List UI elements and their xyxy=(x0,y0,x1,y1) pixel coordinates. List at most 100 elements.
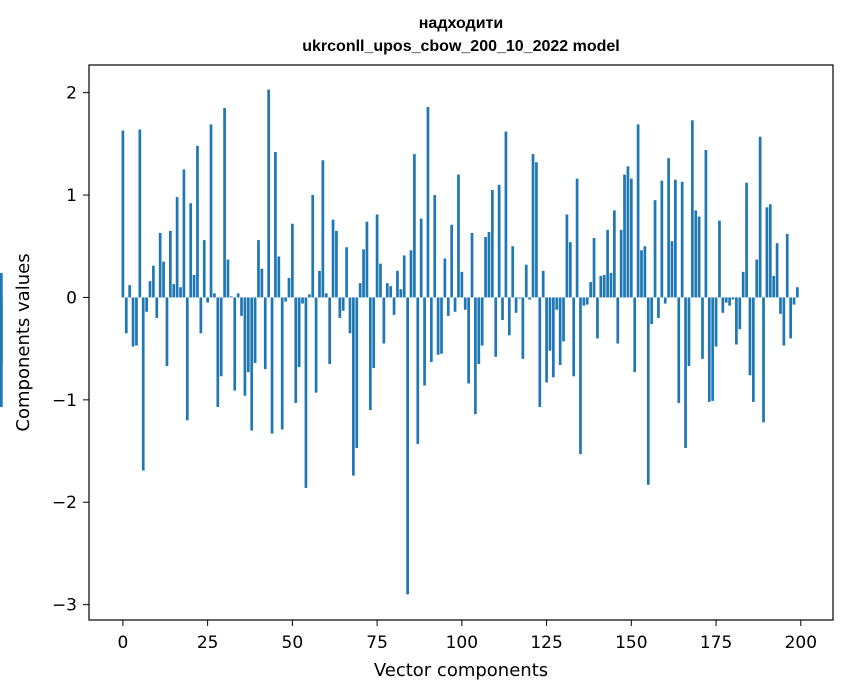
bar xyxy=(721,297,725,313)
bar xyxy=(467,297,470,384)
bar xyxy=(443,258,447,298)
bar xyxy=(260,268,264,298)
bar xyxy=(667,158,670,298)
bar xyxy=(782,297,786,346)
bar xyxy=(230,296,233,298)
bar xyxy=(514,297,518,313)
bar xyxy=(541,270,545,298)
bar xyxy=(287,277,291,298)
bar xyxy=(124,297,128,334)
bar xyxy=(755,259,759,298)
bar xyxy=(528,297,531,300)
bar xyxy=(684,297,687,448)
bar xyxy=(301,297,304,304)
bar xyxy=(446,297,450,316)
bar xyxy=(267,89,270,298)
bar xyxy=(341,297,345,311)
bar xyxy=(419,218,423,298)
bar xyxy=(596,297,599,339)
bars-group xyxy=(0,89,799,595)
bar xyxy=(504,131,508,298)
bar xyxy=(297,297,301,368)
bar xyxy=(199,297,203,334)
bar xyxy=(263,297,267,370)
bar xyxy=(714,297,718,347)
y-tick-label: −1 xyxy=(52,391,77,411)
bar xyxy=(165,297,169,367)
bar xyxy=(168,230,172,298)
bar xyxy=(738,297,742,330)
bar xyxy=(758,136,762,298)
bar xyxy=(324,293,328,298)
bar xyxy=(643,246,647,298)
bar xyxy=(189,203,193,298)
bar xyxy=(789,297,792,339)
bar xyxy=(619,229,623,298)
bar xyxy=(433,195,437,298)
bar xyxy=(474,297,477,415)
bar xyxy=(219,297,223,377)
bar xyxy=(158,232,162,298)
bar xyxy=(677,297,681,403)
bar xyxy=(701,297,704,359)
bar xyxy=(572,297,576,377)
bar xyxy=(141,297,145,471)
bar xyxy=(328,297,332,364)
bar xyxy=(209,124,213,298)
bar xyxy=(406,297,409,595)
bar xyxy=(724,297,728,303)
x-tick-label: 100 xyxy=(446,633,478,653)
bar xyxy=(589,282,592,298)
plot-frame xyxy=(88,64,834,621)
bar xyxy=(731,297,735,300)
bar xyxy=(392,297,396,315)
x-tick-label: 175 xyxy=(700,633,732,653)
bar xyxy=(585,297,589,305)
bar xyxy=(375,214,379,298)
bar xyxy=(277,256,281,298)
bar xyxy=(633,297,637,373)
bar xyxy=(775,243,779,298)
bar xyxy=(162,261,165,298)
bar xyxy=(609,272,613,298)
x-tick-label: 200 xyxy=(785,633,817,653)
bar xyxy=(626,166,630,298)
bar xyxy=(294,297,298,403)
bar xyxy=(382,297,386,344)
bar xyxy=(477,297,481,364)
bar xyxy=(792,297,796,305)
bar xyxy=(155,297,159,318)
bar xyxy=(233,297,237,391)
bar xyxy=(745,182,748,298)
bar xyxy=(138,129,142,298)
bar xyxy=(365,221,369,298)
x-axis-label: Vector components xyxy=(374,660,548,681)
bar xyxy=(250,297,254,431)
bar xyxy=(741,271,745,298)
bar xyxy=(538,297,542,408)
bar xyxy=(524,264,528,298)
bar xyxy=(318,270,321,298)
bar xyxy=(270,297,274,434)
bar xyxy=(663,297,667,304)
bar xyxy=(0,272,3,298)
bar xyxy=(772,275,776,298)
bar xyxy=(640,250,643,298)
bar xyxy=(284,297,287,302)
bar xyxy=(389,286,393,298)
bar xyxy=(748,297,752,376)
bar xyxy=(179,287,182,298)
bar xyxy=(172,284,176,298)
bar xyxy=(413,154,416,298)
x-tick-label: 75 xyxy=(366,633,388,653)
bar xyxy=(246,297,250,373)
bar xyxy=(379,263,382,298)
bar xyxy=(355,297,359,448)
bar xyxy=(735,297,738,345)
x-tick-label: 50 xyxy=(282,633,304,653)
bar xyxy=(429,297,433,362)
bar xyxy=(674,179,677,298)
bar xyxy=(426,106,430,298)
bar xyxy=(582,297,586,306)
bar xyxy=(497,184,501,298)
